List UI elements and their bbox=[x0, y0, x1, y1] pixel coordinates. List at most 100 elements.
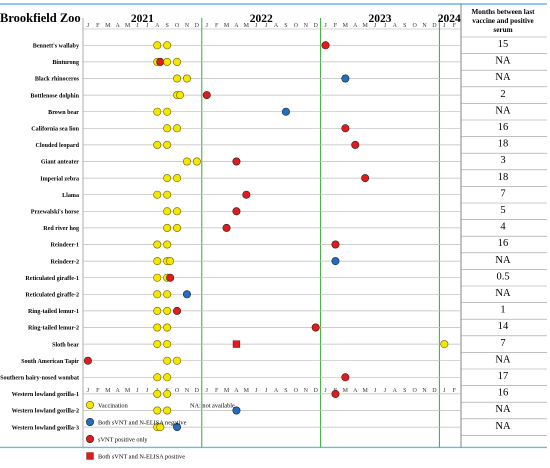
animal-name-label: Przewalski's horse bbox=[31, 210, 80, 216]
month-tick-top: A bbox=[234, 23, 239, 29]
months-value-label: 4 bbox=[500, 222, 506, 233]
marker-vaccination bbox=[173, 174, 182, 183]
month-tick-bottom: F bbox=[453, 388, 457, 394]
animal-name-label: Red river hog bbox=[43, 226, 79, 232]
marker-vaccination bbox=[153, 190, 162, 199]
month-tick-top: J bbox=[374, 23, 377, 29]
month-tick-bottom: J bbox=[146, 388, 149, 394]
legend-label-svnt: sVNT positive only bbox=[98, 436, 148, 443]
marker-vaccination bbox=[153, 140, 162, 149]
animal-name-label: Western lowland gorilla-1 bbox=[12, 392, 79, 398]
month-tick-bottom: D bbox=[432, 388, 437, 394]
marker-vaccination bbox=[173, 356, 182, 365]
marker-vaccination bbox=[153, 406, 162, 415]
months-value-label: 3 bbox=[500, 155, 505, 166]
animal-name-label: Reindeer-1 bbox=[50, 243, 79, 249]
months-value-label: NA bbox=[495, 421, 511, 432]
months-value-label: NA bbox=[495, 288, 511, 299]
month-tick-top: F bbox=[215, 23, 219, 29]
month-tick-bottom: J bbox=[443, 388, 446, 394]
year-label-2023: 2023 bbox=[369, 13, 392, 25]
month-tick-top: N bbox=[304, 23, 309, 29]
marker-vaccination bbox=[153, 389, 162, 398]
month-tick-top: J bbox=[255, 23, 258, 29]
marker-vaccination bbox=[163, 340, 172, 349]
month-tick-bottom: J bbox=[255, 388, 258, 394]
marker-svnt bbox=[341, 124, 350, 133]
animal-name-label: Llama bbox=[62, 193, 79, 199]
animal-name-label: Black rhinoceros bbox=[35, 77, 80, 83]
months-value-label: 18 bbox=[498, 172, 509, 183]
month-tick-top: M bbox=[244, 23, 250, 29]
marker-vaccination bbox=[153, 107, 162, 116]
animal-name-label: Southern hairy-nosed wombat bbox=[0, 376, 79, 382]
marker-vaccination bbox=[173, 57, 182, 66]
marker-vaccination bbox=[153, 240, 162, 249]
marker-vaccination bbox=[173, 74, 182, 83]
animal-name-label: Brown bear bbox=[48, 110, 79, 116]
marker-vaccination bbox=[163, 140, 172, 149]
months-value-label: 17 bbox=[498, 371, 509, 382]
legend-swatch-negative bbox=[86, 417, 95, 426]
animal-name-label: Giant anteater bbox=[41, 160, 79, 166]
animal-name-label: Reindeer-2 bbox=[50, 259, 79, 265]
marker-svnt bbox=[351, 140, 360, 149]
month-tick-bottom: J bbox=[374, 388, 377, 394]
month-tick-top: S bbox=[284, 23, 287, 29]
months-value-label: 0.5 bbox=[496, 271, 509, 282]
marker-vaccination bbox=[163, 57, 172, 66]
marker-vaccination bbox=[153, 373, 162, 382]
marker-negative bbox=[173, 423, 182, 432]
month-tick-top: F bbox=[334, 23, 338, 29]
months-value-label: 2 bbox=[500, 89, 505, 100]
marker-vaccination bbox=[182, 157, 191, 166]
right-header-line: vaccine and positive bbox=[472, 17, 534, 25]
marker-vaccination bbox=[163, 373, 172, 382]
animal-name-label: California sea lion bbox=[31, 127, 79, 133]
month-tick-bottom: N bbox=[304, 388, 309, 394]
animal-name-label: South American Tapir bbox=[21, 359, 79, 365]
marker-negative bbox=[232, 406, 241, 415]
marker-svnt bbox=[331, 389, 340, 398]
month-tick-top: D bbox=[432, 23, 437, 29]
month-tick-top: J bbox=[206, 23, 209, 29]
marker-vaccination bbox=[163, 323, 172, 332]
marker-svnt bbox=[331, 240, 340, 249]
months-value-label: NA bbox=[495, 56, 511, 67]
marker-vaccination bbox=[163, 223, 172, 232]
month-tick-bottom: J bbox=[324, 388, 327, 394]
marker-svnt bbox=[83, 356, 92, 365]
month-tick-bottom: M bbox=[224, 388, 230, 394]
months-value-label: NA bbox=[495, 354, 511, 365]
month-tick-top: J bbox=[136, 23, 139, 29]
marker-vaccination bbox=[163, 174, 172, 183]
month-tick-bottom: A bbox=[393, 388, 398, 394]
month-tick-bottom: N bbox=[422, 388, 427, 394]
marker-both-positive bbox=[232, 340, 241, 348]
month-tick-bottom: O bbox=[412, 388, 417, 394]
month-tick-top: S bbox=[403, 23, 406, 29]
year-label-2021: 2021 bbox=[131, 13, 154, 25]
marker-vaccination bbox=[153, 257, 162, 266]
month-tick-bottom: A bbox=[274, 388, 279, 394]
marker-svnt bbox=[156, 57, 165, 66]
month-tick-bottom: D bbox=[313, 388, 318, 394]
marker-svnt bbox=[173, 306, 182, 315]
month-tick-bottom: M bbox=[244, 388, 250, 394]
animal-name-label: Western lowland gorilla-3 bbox=[12, 425, 79, 431]
months-value-label: 16 bbox=[498, 122, 509, 133]
month-tick-top: A bbox=[155, 23, 160, 29]
marker-vaccination bbox=[153, 306, 162, 315]
marker-vaccination bbox=[163, 406, 172, 415]
month-tick-top: J bbox=[324, 23, 327, 29]
animal-name-label: Bottlenose dolphin bbox=[30, 93, 79, 99]
animal-name-label: Ring-tailed lemur-2 bbox=[28, 326, 79, 332]
month-tick-bottom: J bbox=[206, 388, 209, 394]
marker-vaccination bbox=[163, 290, 172, 299]
marker-svnt bbox=[202, 91, 211, 100]
month-tick-bottom: F bbox=[96, 388, 100, 394]
marker-vaccination bbox=[176, 91, 185, 100]
